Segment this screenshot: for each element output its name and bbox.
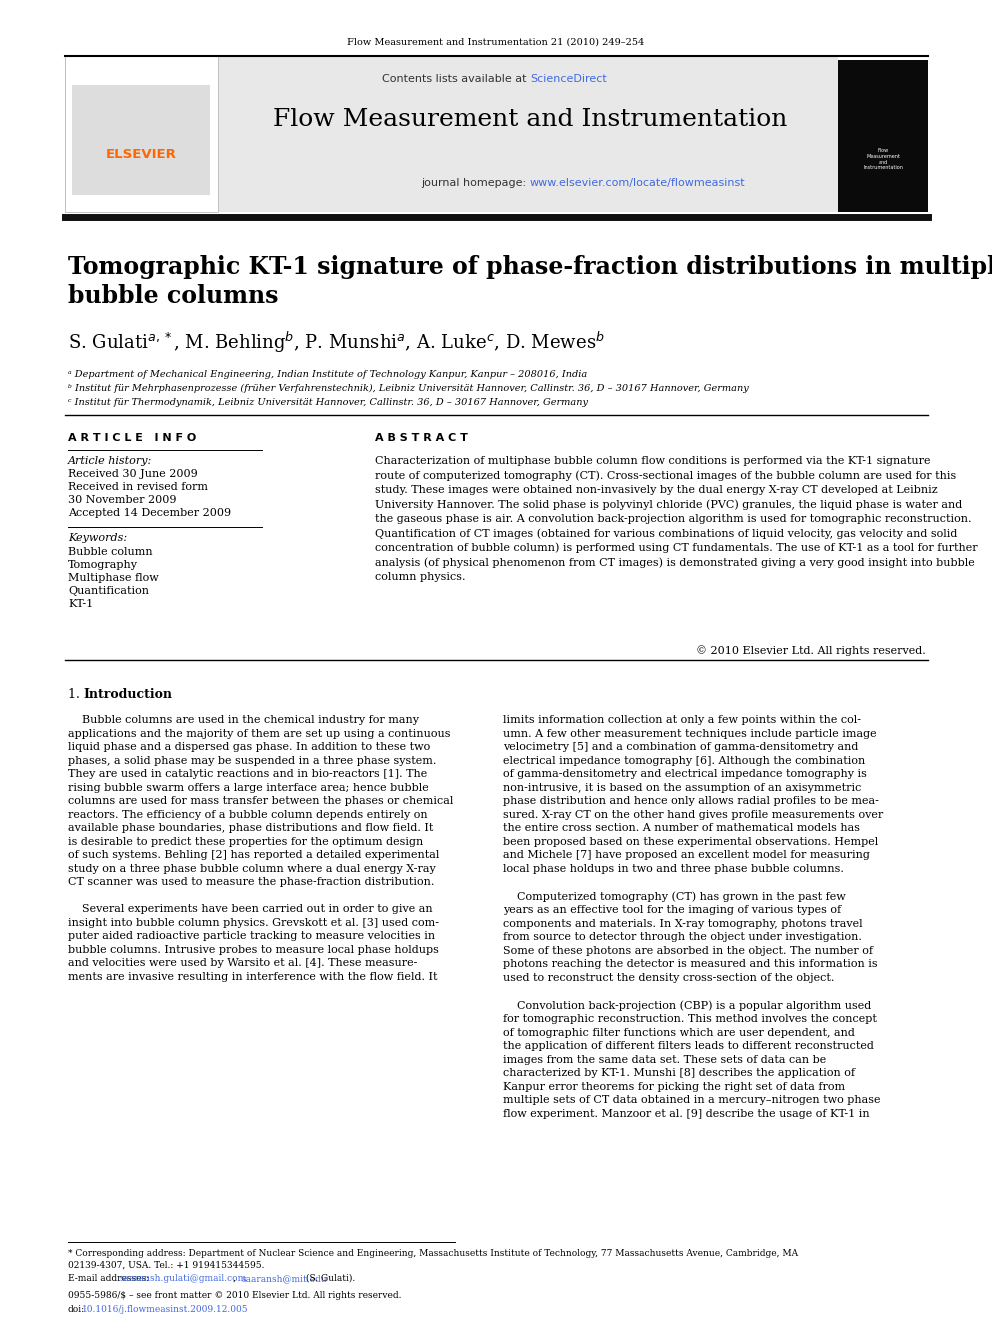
Text: Tomography: Tomography	[68, 560, 138, 570]
Text: ,: ,	[233, 1274, 239, 1283]
Text: Received 30 June 2009: Received 30 June 2009	[68, 468, 197, 479]
Text: Accepted 14 December 2009: Accepted 14 December 2009	[68, 508, 231, 519]
Text: KT-1: KT-1	[68, 599, 93, 609]
Bar	[65, 56, 218, 212]
Text: 1.: 1.	[68, 688, 84, 701]
Text: ELSEVIER: ELSEVIER	[105, 148, 177, 161]
Text: Bubble columns are used in the chemical industry for many
applications and the m: Bubble columns are used in the chemical …	[68, 714, 453, 982]
Text: 30 November 2009: 30 November 2009	[68, 495, 177, 505]
Text: Tomographic KT-1 signature of phase-fraction distributions in multiphase: Tomographic KT-1 signature of phase-frac…	[68, 255, 992, 279]
Text: ScienceDirect: ScienceDirect	[530, 74, 607, 83]
Text: Received in revised form: Received in revised form	[68, 482, 208, 492]
Text: ᶜ Institut für Thermodynamik, Leibniz Universität Hannover, Callinstr. 36, D – 3: ᶜ Institut für Thermodynamik, Leibniz Un…	[68, 398, 588, 407]
Text: Flow Measurement and Instrumentation: Flow Measurement and Instrumentation	[273, 108, 788, 131]
Text: Keywords:: Keywords:	[68, 533, 127, 542]
Text: 0955-5986/$ – see front matter © 2010 Elsevier Ltd. All rights reserved.: 0955-5986/$ – see front matter © 2010 El…	[68, 1291, 402, 1301]
Text: Contents lists available at: Contents lists available at	[382, 74, 530, 83]
Bar	[838, 60, 928, 212]
Text: saaransh@mit.edu: saaransh@mit.edu	[241, 1274, 326, 1283]
Text: www.elsevier.com/locate/flowmeasinst: www.elsevier.com/locate/flowmeasinst	[530, 179, 746, 188]
Text: A B S T R A C T: A B S T R A C T	[375, 433, 468, 443]
Text: Quantification: Quantification	[68, 586, 149, 595]
Text: 02139-4307, USA. Tel.: +1 919415344595.: 02139-4307, USA. Tel.: +1 919415344595.	[68, 1261, 265, 1270]
Text: 10.1016/j.flowmeasinst.2009.12.005: 10.1016/j.flowmeasinst.2009.12.005	[82, 1304, 249, 1314]
Text: Bubble column: Bubble column	[68, 546, 153, 557]
Text: journal homepage:: journal homepage:	[422, 179, 530, 188]
Text: Flow Measurement and Instrumentation 21 (2010) 249–254: Flow Measurement and Instrumentation 21 …	[347, 38, 645, 48]
Text: saaransh.gulati@gmail.com: saaransh.gulati@gmail.com	[119, 1274, 246, 1283]
Text: Multiphase flow: Multiphase flow	[68, 573, 159, 583]
Bar	[72, 85, 210, 194]
Text: doi:: doi:	[68, 1304, 85, 1314]
Bar	[65, 56, 838, 212]
Text: limits information collection at only a few points within the col-
umn. A few ot: limits information collection at only a …	[503, 714, 883, 1119]
Text: * Corresponding address: Department of Nuclear Science and Engineering, Massachu: * Corresponding address: Department of N…	[68, 1249, 799, 1258]
Text: S. Gulati$^{a,*}$, M. Behling$^{b}$, P. Munshi$^{a}$, A. Luke$^{c}$, D. Mewes$^{: S. Gulati$^{a,*}$, M. Behling$^{b}$, P. …	[68, 329, 605, 355]
Text: Introduction: Introduction	[83, 688, 172, 701]
Text: A R T I C L E   I N F O: A R T I C L E I N F O	[68, 433, 196, 443]
Text: ᵃ Department of Mechanical Engineering, Indian Institute of Technology Kanpur, K: ᵃ Department of Mechanical Engineering, …	[68, 370, 587, 378]
Text: bubble columns: bubble columns	[68, 284, 279, 308]
Text: Article history:: Article history:	[68, 456, 152, 466]
Text: © 2010 Elsevier Ltd. All rights reserved.: © 2010 Elsevier Ltd. All rights reserved…	[696, 646, 926, 656]
Text: Flow
Measurement
and
Instrumentation: Flow Measurement and Instrumentation	[863, 148, 903, 171]
Text: Characterization of multiphase bubble column flow conditions is performed via th: Characterization of multiphase bubble co…	[375, 456, 978, 582]
Text: (S. Gulati).: (S. Gulati).	[303, 1274, 355, 1283]
Text: ᵇ Institut für Mehrphasenprozesse (früher Verfahrenstechnik), Leibniz Universitä: ᵇ Institut für Mehrphasenprozesse (frühe…	[68, 384, 749, 393]
Text: E-mail addresses:: E-mail addresses:	[68, 1274, 152, 1283]
